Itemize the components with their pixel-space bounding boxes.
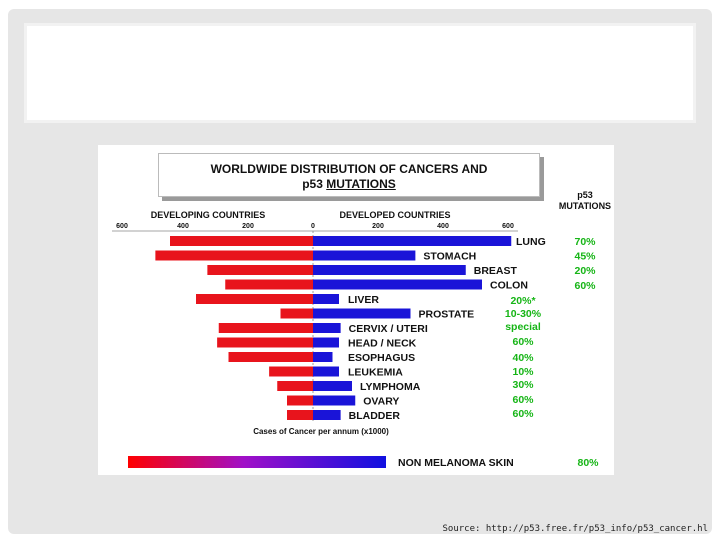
x-tick-label: 600 <box>502 223 514 230</box>
developing-bar <box>155 250 313 261</box>
source-citation: Source: http://p53.free.fr/p53_info/p53_… <box>442 524 708 534</box>
category-label: ESOPHAGUS <box>348 352 415 364</box>
developing-bar <box>217 337 313 348</box>
category-label: OVARY <box>363 396 399 408</box>
left-axis-label: DEVELOPING COUNTRIES <box>151 210 266 220</box>
mutation-header-line2: MUTATIONS <box>559 201 611 211</box>
mutation-value: 20% <box>574 265 596 277</box>
category-label: HEAD / NECK <box>348 338 417 350</box>
non-melanoma-skin-label: NON MELANOMA SKIN <box>398 457 514 469</box>
x-tick-label: 0 <box>311 223 315 230</box>
developed-bar <box>313 366 339 377</box>
mutation-value: 60% <box>574 280 596 292</box>
developed-bar <box>313 294 339 304</box>
chart-title-prefix: p53 <box>302 177 327 191</box>
cancer-chart-figure: WORLDWIDE DISTRIBUTION OF CANCERS AND p5… <box>98 145 614 475</box>
chart-title-line2: p53 MUTATIONS <box>159 177 539 192</box>
developed-bar <box>313 352 333 362</box>
x-axis-title: Cases of Cancer per annum (x1000) <box>253 427 389 436</box>
developing-bar <box>225 279 313 290</box>
mutation-value: 30% <box>512 379 534 391</box>
slide-title-placeholder <box>24 23 696 123</box>
developed-bar <box>313 410 341 420</box>
developed-bar <box>313 279 482 290</box>
developing-bar <box>277 381 313 391</box>
developing-bar <box>280 308 313 319</box>
mutation-value: 10-30% <box>505 308 542 320</box>
mutation-value: special <box>505 321 541 333</box>
developed-bar <box>313 265 466 275</box>
mutation-value: 20%* <box>510 295 536 307</box>
developing-bar <box>287 410 313 420</box>
category-label: LIVER <box>348 294 379 306</box>
category-label: BLADDER <box>349 410 401 422</box>
mutation-value: 60% <box>512 408 534 420</box>
category-label: STOMACH <box>423 251 476 263</box>
developed-bar <box>313 395 356 406</box>
developing-bar <box>269 366 313 377</box>
chart-title-line1: WORLDWIDE DISTRIBUTION OF CANCERS AND <box>210 162 488 176</box>
x-tick-label: 400 <box>177 223 189 230</box>
category-label: LUNG <box>516 236 546 248</box>
x-tick-label: 600 <box>116 223 128 230</box>
developed-bar <box>313 323 341 333</box>
mutation-value: 40% <box>512 352 534 364</box>
developing-bar <box>228 352 313 362</box>
category-label: PROSTATE <box>419 309 475 321</box>
developing-bar <box>218 323 313 333</box>
developed-bar <box>313 308 411 319</box>
right-axis-label: DEVELOPED COUNTRIES <box>339 210 450 220</box>
mutation-value: 10% <box>512 366 534 378</box>
non-melanoma-skin-mutation: 80% <box>577 457 599 469</box>
category-label: CERVIX / UTERI <box>349 323 428 335</box>
developing-bar <box>207 265 313 275</box>
developing-bar <box>196 294 313 304</box>
butterfly-bar-chart: DEVELOPING COUNTRIES DEVELOPED COUNTRIES p… <box>112 190 611 469</box>
x-tick-label: 200 <box>372 223 384 230</box>
x-tick-label: 200 <box>242 223 254 230</box>
mutation-header-line1: p53 <box>577 190 593 200</box>
chart-title-underlined: MUTATIONS <box>326 177 396 191</box>
developed-bar <box>313 250 416 261</box>
developed-bar <box>313 381 352 391</box>
developing-bar <box>170 236 313 246</box>
category-label: COLON <box>490 280 528 292</box>
mutation-value: 70% <box>574 236 596 248</box>
mutation-value: 60% <box>512 394 534 406</box>
mutation-value: 45% <box>574 251 596 263</box>
category-label: BREAST <box>474 265 518 277</box>
chart-title: WORLDWIDE DISTRIBUTION OF CANCERS AND p5… <box>158 153 540 197</box>
x-tick-label: 400 <box>437 223 449 230</box>
mutation-value: 60% <box>512 336 534 348</box>
developed-bar <box>313 236 512 246</box>
non-melanoma-skin-bar <box>128 456 386 468</box>
developed-bar <box>313 337 339 348</box>
category-label: LYMPHOMA <box>360 381 421 393</box>
category-label: LEUKEMIA <box>348 367 403 379</box>
developing-bar <box>287 395 313 406</box>
